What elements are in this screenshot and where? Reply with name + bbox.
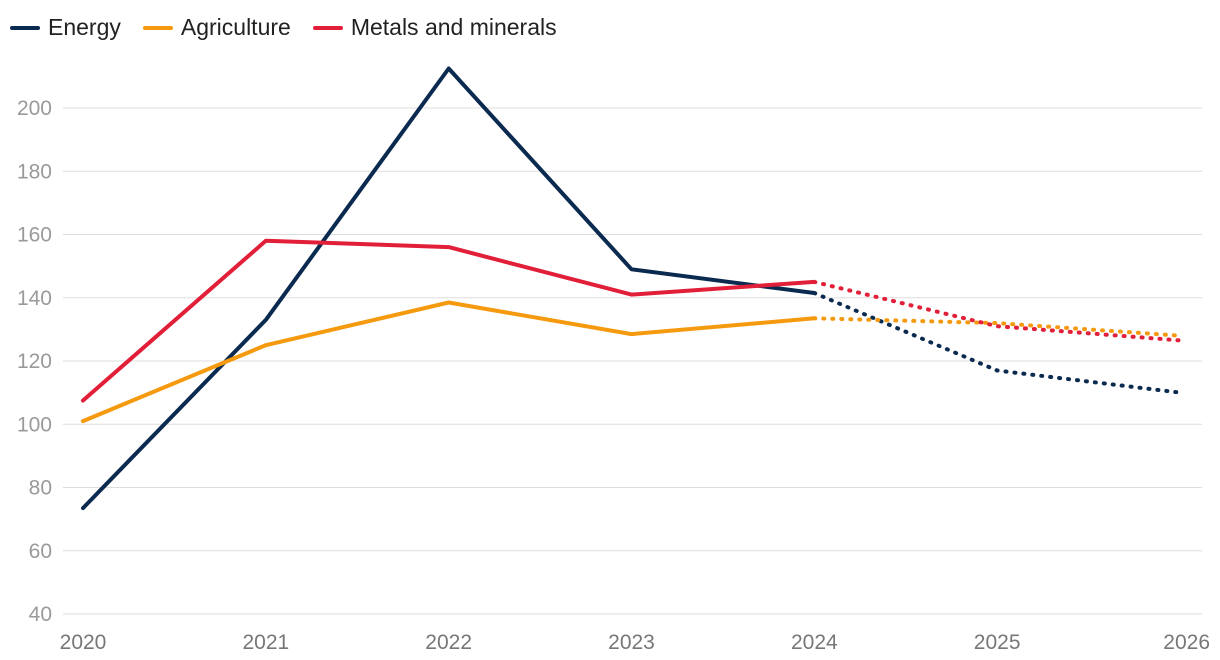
x-tick-label-2021: 2021 (242, 631, 289, 654)
legend-label-energy: Energy (48, 14, 121, 40)
y-tick-label-40: 40 (29, 603, 52, 626)
y-tick-label-80: 80 (29, 477, 52, 500)
y-tick-label-160: 160 (17, 224, 52, 247)
x-tick-label-2022: 2022 (425, 631, 472, 654)
x-tick-label-2020: 2020 (60, 631, 107, 654)
series-line-metals-and-minerals (81, 238, 817, 403)
y-tick-label-200: 200 (17, 97, 52, 120)
chart-legend: Energy Agriculture Metals and minerals (10, 14, 557, 41)
series-forecast-metals-and-minerals (812, 279, 1182, 343)
series-layer (81, 66, 1182, 511)
y-tick-label-180: 180 (17, 160, 52, 183)
y-axis: 40 60 80 100 120 140 160 180 200 (17, 97, 52, 626)
series-forecast-agriculture (812, 316, 1182, 338)
x-tick-label-2023: 2023 (608, 631, 655, 654)
legend-item-agriculture: Agriculture (142, 14, 291, 41)
legend-label-agriculture: Agriculture (180, 14, 291, 40)
x-tick-label-2026: 2026 (1163, 631, 1210, 654)
grid-layer (63, 107, 1202, 615)
legend-item-metals-and-minerals: Metals and minerals (312, 14, 557, 41)
x-axis: 2020 2021 2022 2023 2024 2025 2026 (60, 631, 1210, 654)
y-tick-label-140: 140 (17, 287, 52, 310)
x-tick-label-2025: 2025 (974, 631, 1021, 654)
legend-swatch-energy (10, 25, 40, 30)
y-tick-label-120: 120 (17, 350, 52, 373)
y-tick-label-100: 100 (17, 413, 52, 436)
series-forecast-energy (812, 291, 1182, 395)
legend-swatch-agriculture (142, 25, 173, 30)
series-line-energy (81, 66, 817, 511)
legend-item-energy: Energy (10, 14, 121, 41)
legend-label-metals-and-minerals: Metals and minerals (350, 14, 557, 40)
legend-swatch-metals-and-minerals (312, 25, 343, 30)
x-tick-label-2024: 2024 (791, 631, 838, 654)
series-line-agriculture (81, 300, 817, 424)
y-tick-label-60: 60 (29, 540, 52, 563)
